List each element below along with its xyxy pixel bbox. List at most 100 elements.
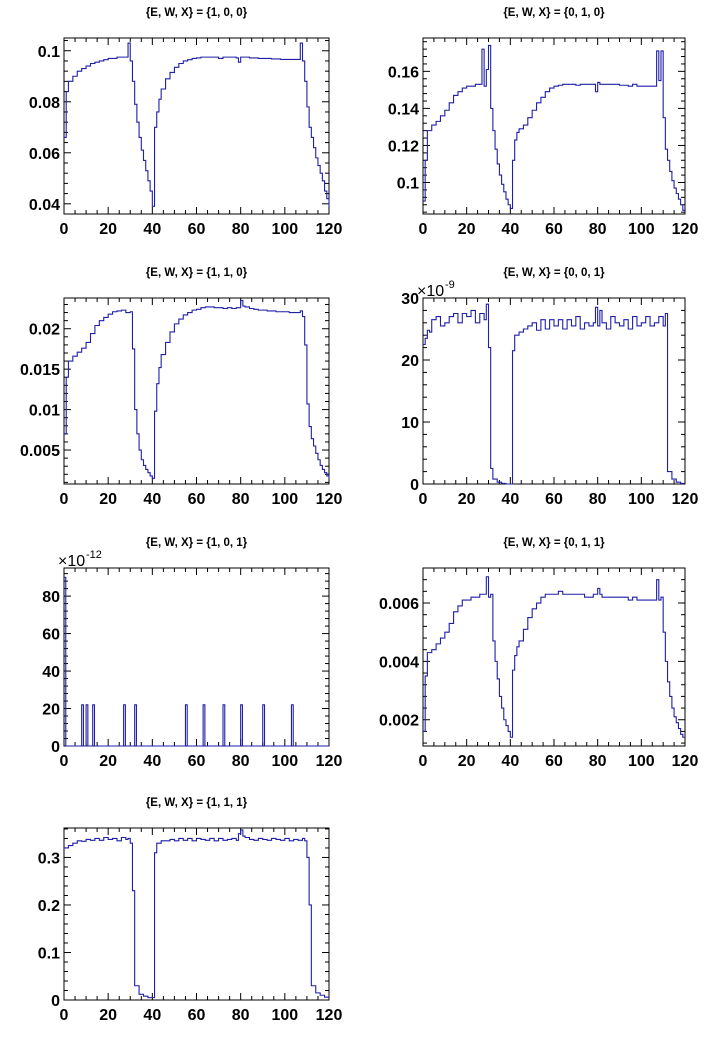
x-tick-label: 60 <box>188 753 206 770</box>
x-tick-label: 20 <box>99 753 117 770</box>
x-tick-label: 60 <box>545 491 563 508</box>
y-tick-label: 0.01 <box>29 403 60 420</box>
x-tick-label: 120 <box>672 491 699 508</box>
y-tick-label: 0 <box>51 739 60 756</box>
y-tick-label: 0.1 <box>38 945 60 962</box>
x-tick-label: 0 <box>419 221 428 238</box>
y-tick-label: 20 <box>401 353 419 370</box>
y-tick-label: 0.02 <box>29 322 60 339</box>
x-tick-label: 80 <box>232 753 250 770</box>
series-line <box>423 576 685 738</box>
plot-frame <box>63 567 330 747</box>
y-tick-label: 0.2 <box>38 898 60 915</box>
x-tick-label: 0 <box>419 753 428 770</box>
panel-title: {E, W, X} = {1, 1, 1} <box>146 797 248 809</box>
y-tick-label: 0.1 <box>38 44 60 61</box>
y-tick-label: 0.1 <box>397 176 419 193</box>
y-tick-label: 0.006 <box>379 596 419 613</box>
y-tick-label: 0.06 <box>29 146 60 163</box>
y-tick-label: 20 <box>42 702 60 719</box>
panel-6: {E, W, X} = {0, 1, 1} 0 20 40 60 80 100 120 0.00… <box>379 537 698 770</box>
x-tick-label: 20 <box>99 491 117 508</box>
y-tick-label: 0 <box>410 477 419 494</box>
series-line <box>423 303 685 485</box>
y-tick-label: 0.015 <box>20 362 60 379</box>
panel-title: {E, W, X} = {1, 1, 0} <box>146 267 248 279</box>
panel-title: {E, W, X} = {1, 0, 1} <box>146 537 248 549</box>
x-tick-label: 100 <box>628 753 655 770</box>
panel-7: {E, W, X} = {1, 1, 1} 0 20 40 60 80 100 120 0 0.1… <box>38 797 343 1024</box>
x-tick-label: 80 <box>232 491 250 508</box>
x-tick-label: 80 <box>232 221 250 238</box>
plot-frame <box>63 37 330 215</box>
series-line <box>64 42 330 207</box>
panel-title: {E, W, X} = {0, 0, 1} <box>503 267 605 279</box>
plot-frame <box>63 297 330 485</box>
x-tick-label: 0 <box>60 1007 69 1024</box>
y-tick-label: 40 <box>42 664 60 681</box>
panel-title: {E, W, X} = {1, 0, 0} <box>146 7 248 19</box>
x-tick-label: 80 <box>589 753 607 770</box>
y-tick-label: 0.14 <box>388 101 419 118</box>
x-tick-label: 80 <box>589 491 607 508</box>
panel-1: {E, W, X} = {1, 0, 0} 0 20 40 60 80 100 120 0.04… <box>29 7 343 238</box>
plot-frame <box>422 37 686 215</box>
x-tick-label: 20 <box>99 221 117 238</box>
x-tick-label: 120 <box>316 1007 343 1024</box>
y-tick-label: 0.3 <box>38 850 60 867</box>
x-tick-label: 100 <box>271 1007 298 1024</box>
x-tick-label: 120 <box>316 221 343 238</box>
x-tick-label: 60 <box>545 753 563 770</box>
x-tick-label: 40 <box>501 221 519 238</box>
x-tick-label: 40 <box>143 1007 161 1024</box>
panels-group: {E, W, X} = {1, 0, 0}0 20 40 60 80 100 1200.04… <box>20 7 698 1024</box>
x-tick-label: 40 <box>501 753 519 770</box>
series-line <box>64 299 330 479</box>
x-tick-label: 40 <box>143 753 161 770</box>
x-tick-label: 120 <box>316 753 343 770</box>
plot-frame <box>63 827 330 1001</box>
y-tick-label: 30 <box>401 291 419 308</box>
x-tick-label: 0 <box>60 221 69 238</box>
x-tick-label: 40 <box>143 221 161 238</box>
x-tick-label: 120 <box>672 753 699 770</box>
panel-title: {E, W, X} = {0, 1, 0} <box>503 7 605 19</box>
x-tick-label: 120 <box>672 221 699 238</box>
panel-3: {E, W, X} = {1, 1, 0} 0 20 40 60 80 100 120 0.00… <box>20 267 342 508</box>
y-tick-label: 60 <box>42 627 60 644</box>
y-tick-label: 80 <box>42 589 60 606</box>
series-line <box>423 44 685 211</box>
x-tick-label: 0 <box>60 753 69 770</box>
x-tick-label: 60 <box>188 1007 206 1024</box>
y-exponent-label: ×10 <box>417 283 444 300</box>
x-tick-label: 0 <box>419 491 428 508</box>
x-tick-label: 60 <box>188 491 206 508</box>
x-tick-label: 100 <box>271 221 298 238</box>
x-tick-label: 100 <box>628 491 655 508</box>
y-tick-label: 0.004 <box>379 654 419 671</box>
y-tick-label: 0 <box>51 993 60 1010</box>
series-line <box>64 576 329 747</box>
series-line <box>64 829 330 999</box>
y-exponent-power: -9 <box>445 279 455 291</box>
panel-title: {E, W, X} = {0, 1, 1} <box>503 537 605 549</box>
x-tick-label: 80 <box>232 1007 250 1024</box>
x-tick-label: 20 <box>458 491 476 508</box>
x-tick-label: 100 <box>271 491 298 508</box>
x-tick-label: 0 <box>60 491 69 508</box>
x-tick-label: 20 <box>458 221 476 238</box>
x-tick-label: 40 <box>501 491 519 508</box>
y-exponent-label: ×10 <box>58 553 85 570</box>
x-tick-label: 120 <box>316 491 343 508</box>
x-tick-label: 60 <box>545 221 563 238</box>
x-tick-label: 100 <box>271 753 298 770</box>
panel-2: {E, W, X} = {0, 1, 0} 0 20 40 60 80 100 120 0.1 0… <box>388 7 699 238</box>
x-tick-label: 100 <box>628 221 655 238</box>
panel-4: {E, W, X} = {0, 0, 1} 0 20 40 60 80 100 120 0 10 2… <box>401 267 698 508</box>
y-exponent-power: -12 <box>86 549 102 561</box>
panel-5: {E, W, X} = {1, 0, 1} 0 20 40 60 80 100 120 0 20 4… <box>42 537 342 770</box>
x-tick-label: 80 <box>589 221 607 238</box>
y-tick-label: 0.12 <box>388 138 419 155</box>
x-tick-label: 20 <box>99 1007 117 1024</box>
